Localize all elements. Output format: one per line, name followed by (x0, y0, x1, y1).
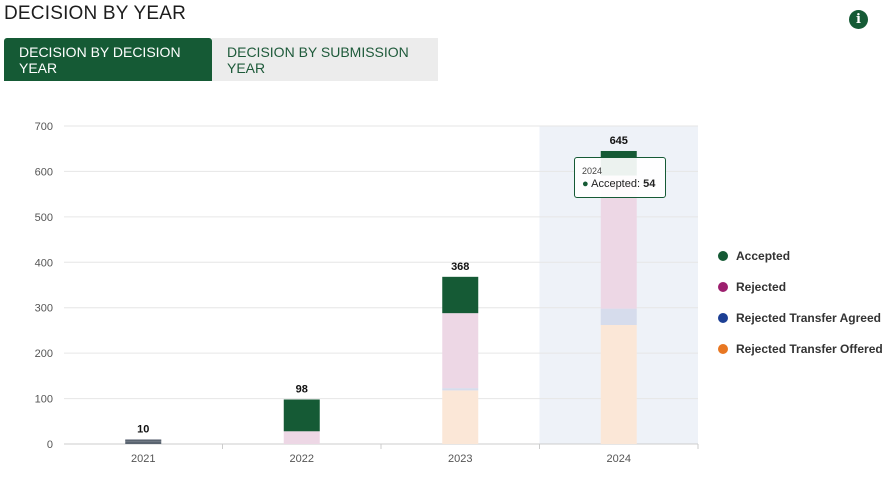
bar-segment (442, 276, 479, 314)
y-tick-label: 100 (35, 394, 53, 406)
bar-segment (442, 388, 479, 391)
chart-tooltip: 2024 ● Accepted: 54 (574, 157, 666, 198)
bar-total-label: 368 (451, 261, 469, 273)
tab-decision-by-decision-year[interactable]: DECISION BY DECISION YEAR (4, 38, 212, 81)
bar-segment (442, 313, 479, 389)
bar-segment (600, 324, 637, 444)
legend-dot-rejected-transfer-offered (718, 343, 728, 354)
tooltip-value: 54 (643, 178, 656, 190)
bar-segment (283, 431, 320, 444)
legend-item-rejected-transfer-agreed[interactable]: Rejected Transfer Agreed (718, 302, 883, 333)
x-tick-label: 2022 (290, 453, 314, 465)
chart-legend: Accepted Rejected Rejected Transfer Agre… (718, 240, 883, 364)
tooltip-row: ● Accepted: 54 (582, 178, 665, 190)
bar-total-label: 98 (296, 383, 308, 395)
legend-label: Rejected Transfer Offered (736, 341, 883, 356)
info-icon[interactable]: i (849, 10, 868, 29)
legend-dot-accepted (718, 250, 728, 261)
x-tick-label: 2021 (131, 453, 155, 465)
tooltip-category: 2024 (582, 166, 603, 176)
y-tick-label: 300 (35, 303, 53, 315)
y-tick-label: 200 (35, 348, 53, 360)
legend-item-accepted[interactable]: Accepted (718, 240, 883, 271)
tab-bar: DECISION BY DECISION YEAR DECISION BY SU… (4, 38, 438, 81)
legend-label: Accepted (736, 248, 791, 263)
tooltip-label: Accepted: (591, 178, 641, 190)
bar-segment (442, 390, 479, 444)
y-tick-label: 700 (35, 121, 53, 133)
y-tick-label: 0 (47, 439, 53, 451)
bar-segment (600, 308, 637, 325)
tooltip-dot: ● (582, 178, 589, 190)
bar-total-label: 10 (137, 423, 149, 435)
y-tick-label: 600 (35, 166, 53, 178)
bar-segment (125, 441, 162, 444)
legend-item-rejected-transfer-offered[interactable]: Rejected Transfer Offered (718, 333, 883, 364)
tab-decision-by-submission-year[interactable]: DECISION BY SUBMISSION YEAR (212, 38, 438, 81)
y-tick-label: 500 (35, 212, 53, 224)
legend-dot-rejected-transfer-agreed (718, 312, 728, 323)
bar-segment (125, 439, 162, 441)
legend-item-rejected[interactable]: Rejected (718, 271, 883, 302)
legend-label: Rejected Transfer Agreed (736, 310, 881, 325)
legend-dot-rejected (718, 281, 728, 292)
x-tick-label: 2024 (607, 453, 631, 465)
x-tick-label: 2023 (448, 453, 472, 465)
y-tick-label: 400 (35, 257, 53, 269)
bar-segment (283, 399, 320, 432)
page-title: DECISION BY YEAR (4, 3, 187, 24)
bar-segment (125, 439, 162, 442)
legend-label: Rejected (736, 279, 787, 294)
bar-total-label: 645 (610, 135, 628, 147)
